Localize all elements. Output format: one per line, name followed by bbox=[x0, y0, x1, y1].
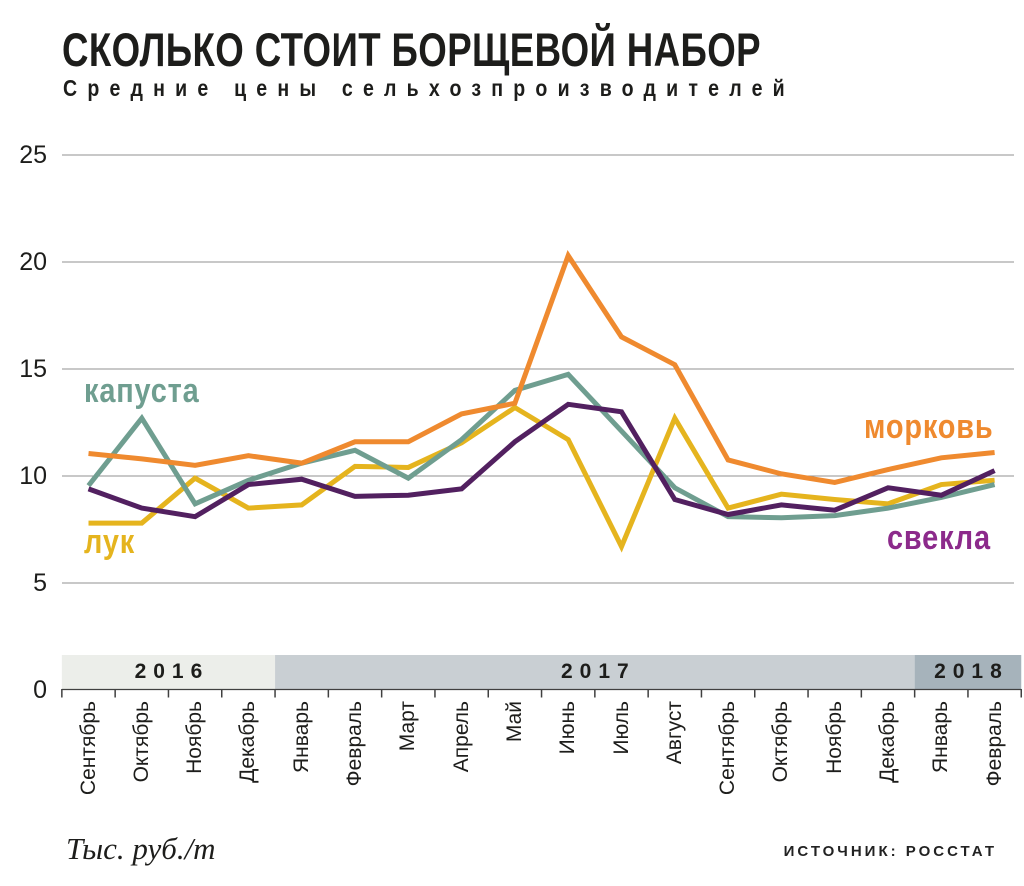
month-label-4: Январь bbox=[289, 701, 313, 773]
y-axis-unit-label: Тыс. руб./т bbox=[66, 831, 216, 866]
month-label-12: Сентябрь bbox=[716, 701, 740, 796]
month-label-5: Февраль bbox=[343, 701, 366, 787]
year-band-2018 bbox=[914, 655, 1022, 689]
year-label-2017: 2017 bbox=[560, 660, 636, 683]
month-label-15: Декабрь bbox=[876, 701, 899, 783]
legend-svekla: свекла bbox=[887, 519, 991, 557]
month-label-0: Сентябрь bbox=[76, 701, 100, 796]
month-label-13: Октябрь bbox=[769, 701, 793, 783]
month-label-2: Ноябрь bbox=[183, 701, 207, 774]
legend-morkov: морковь bbox=[864, 408, 994, 446]
month-label-7: Апрель bbox=[449, 701, 473, 773]
year-label-2018: 2018 bbox=[934, 660, 1009, 683]
legend-kapusta: капуста bbox=[84, 372, 200, 410]
y-tick-label-10: 10 bbox=[19, 462, 47, 490]
y-tick-label-25: 25 bbox=[19, 141, 47, 169]
legend-luk: лук bbox=[84, 523, 136, 561]
page-title: СКОЛЬКО СТОИТ БОРЩЕВОЙ НАБОР bbox=[62, 23, 762, 76]
year-label-2016: 2016 bbox=[134, 660, 210, 683]
source-credit: ИСТОЧНИК: РОССТАТ bbox=[783, 843, 997, 860]
year-band-2017 bbox=[275, 655, 915, 689]
series-line-svekla bbox=[87, 401, 996, 520]
month-label-14: Ноябрь bbox=[822, 701, 846, 774]
series-line-kapusta bbox=[86, 371, 996, 521]
month-label-6: Март bbox=[396, 701, 420, 752]
month-label-16: Январь bbox=[929, 701, 953, 773]
month-label-8: Май bbox=[502, 701, 526, 743]
y-tick-label-5: 5 bbox=[33, 569, 47, 597]
month-label-10: Июль bbox=[609, 701, 633, 755]
y-tick-label-15: 15 bbox=[19, 355, 47, 383]
page-subtitle: Средние цены сельхозпроизводителей bbox=[63, 75, 795, 101]
series-line-morkov bbox=[88, 250, 995, 485]
month-label-11: Август bbox=[662, 701, 686, 765]
month-label-17: Февраль bbox=[982, 701, 1006, 787]
year-band-2016 bbox=[61, 655, 276, 689]
y-tick-label-0: 0 bbox=[33, 676, 47, 704]
month-label-1: Октябрь bbox=[129, 701, 153, 783]
month-label-9: Июнь bbox=[556, 701, 580, 755]
month-label-3: Декабрь bbox=[236, 701, 260, 783]
y-tick-label-20: 20 bbox=[19, 248, 47, 276]
